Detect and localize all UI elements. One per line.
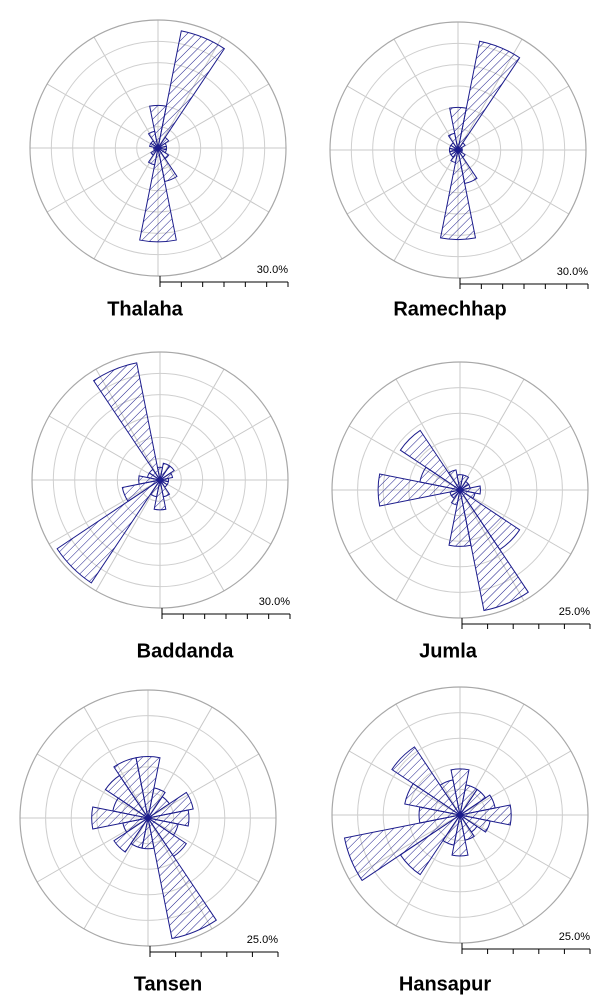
ring — [357, 712, 563, 918]
windrose: 30.0% Thalaha — [29, 19, 289, 320]
spoke — [459, 425, 572, 491]
spoke — [348, 489, 461, 555]
ring — [31, 351, 289, 609]
wind-wedge — [91, 806, 149, 830]
spoke — [395, 489, 461, 602]
ring — [331, 361, 589, 619]
chart-title: Hansapur — [399, 973, 491, 995]
wind-wedge — [450, 768, 470, 816]
wind-wedge — [92, 362, 161, 481]
wind-wedge — [147, 809, 190, 827]
scale-label: 30.0% — [557, 266, 588, 278]
wind-wedge — [157, 30, 226, 149]
wind-wedge — [113, 757, 149, 819]
ring — [52, 372, 268, 588]
windrose: 25.0% Hansapur — [331, 686, 591, 995]
ring — [382, 737, 538, 893]
spoke — [459, 378, 525, 491]
scale-label: 25.0% — [559, 606, 590, 618]
wind-wedge — [459, 814, 491, 833]
chart-title: Baddanda — [137, 640, 235, 662]
wind-wedge — [159, 472, 174, 481]
scale-label: 30.0% — [257, 264, 288, 276]
wind-wedge — [457, 40, 521, 151]
ring — [70, 740, 226, 896]
wind-wedge — [139, 147, 177, 243]
ring — [357, 387, 563, 593]
wind-wedge — [113, 817, 149, 853]
spoke — [395, 378, 461, 491]
wind-wedge — [159, 465, 175, 481]
chart-title: Jumla — [419, 640, 478, 662]
ring — [329, 21, 587, 279]
scale-label: 30.0% — [259, 596, 290, 608]
chart-title: Thalaha — [107, 298, 183, 320]
ring — [45, 715, 251, 921]
wind-wedge — [147, 791, 194, 819]
windrose: 25.0% Jumla — [331, 361, 591, 662]
wind-wedge — [153, 479, 167, 511]
wind-wedge — [439, 149, 477, 241]
wind-wedge — [147, 130, 159, 149]
wind-wedge — [157, 136, 170, 149]
ring — [19, 689, 277, 947]
wind-wedge — [448, 489, 472, 547]
windrose: 30.0% Baddanda — [31, 351, 291, 662]
scale-label: 25.0% — [247, 934, 278, 946]
scale-label: 25.0% — [559, 931, 590, 943]
wind-wedge — [56, 479, 161, 584]
wind-wedge — [147, 817, 217, 940]
ring — [95, 415, 225, 545]
wind-wedge — [343, 814, 461, 882]
wind-wedge — [451, 814, 469, 857]
wind-wedge — [399, 429, 461, 491]
windrose: 30.0% Ramechhap — [329, 21, 589, 320]
ring — [331, 686, 589, 944]
wind-wedge — [447, 132, 459, 151]
wind-wedge — [147, 787, 166, 819]
wind-wedge — [377, 473, 461, 507]
ring — [74, 394, 246, 566]
ring — [29, 19, 287, 277]
spoke — [459, 489, 572, 555]
wind-wedge — [121, 479, 161, 503]
wind-wedge — [459, 804, 512, 826]
windrose: 25.0% Tansen — [19, 689, 279, 995]
wind-wedge — [459, 485, 481, 495]
wind-wedge — [138, 475, 161, 485]
ring — [50, 40, 266, 256]
wind-wedge — [391, 746, 461, 816]
ring — [350, 42, 566, 258]
wind-wedge — [439, 779, 461, 816]
wind-wedge — [447, 469, 461, 491]
ring — [116, 436, 204, 524]
chart-title: Ramechhap — [393, 298, 506, 320]
wind-wedge — [459, 489, 529, 612]
chart-title: Tansen — [134, 973, 203, 995]
